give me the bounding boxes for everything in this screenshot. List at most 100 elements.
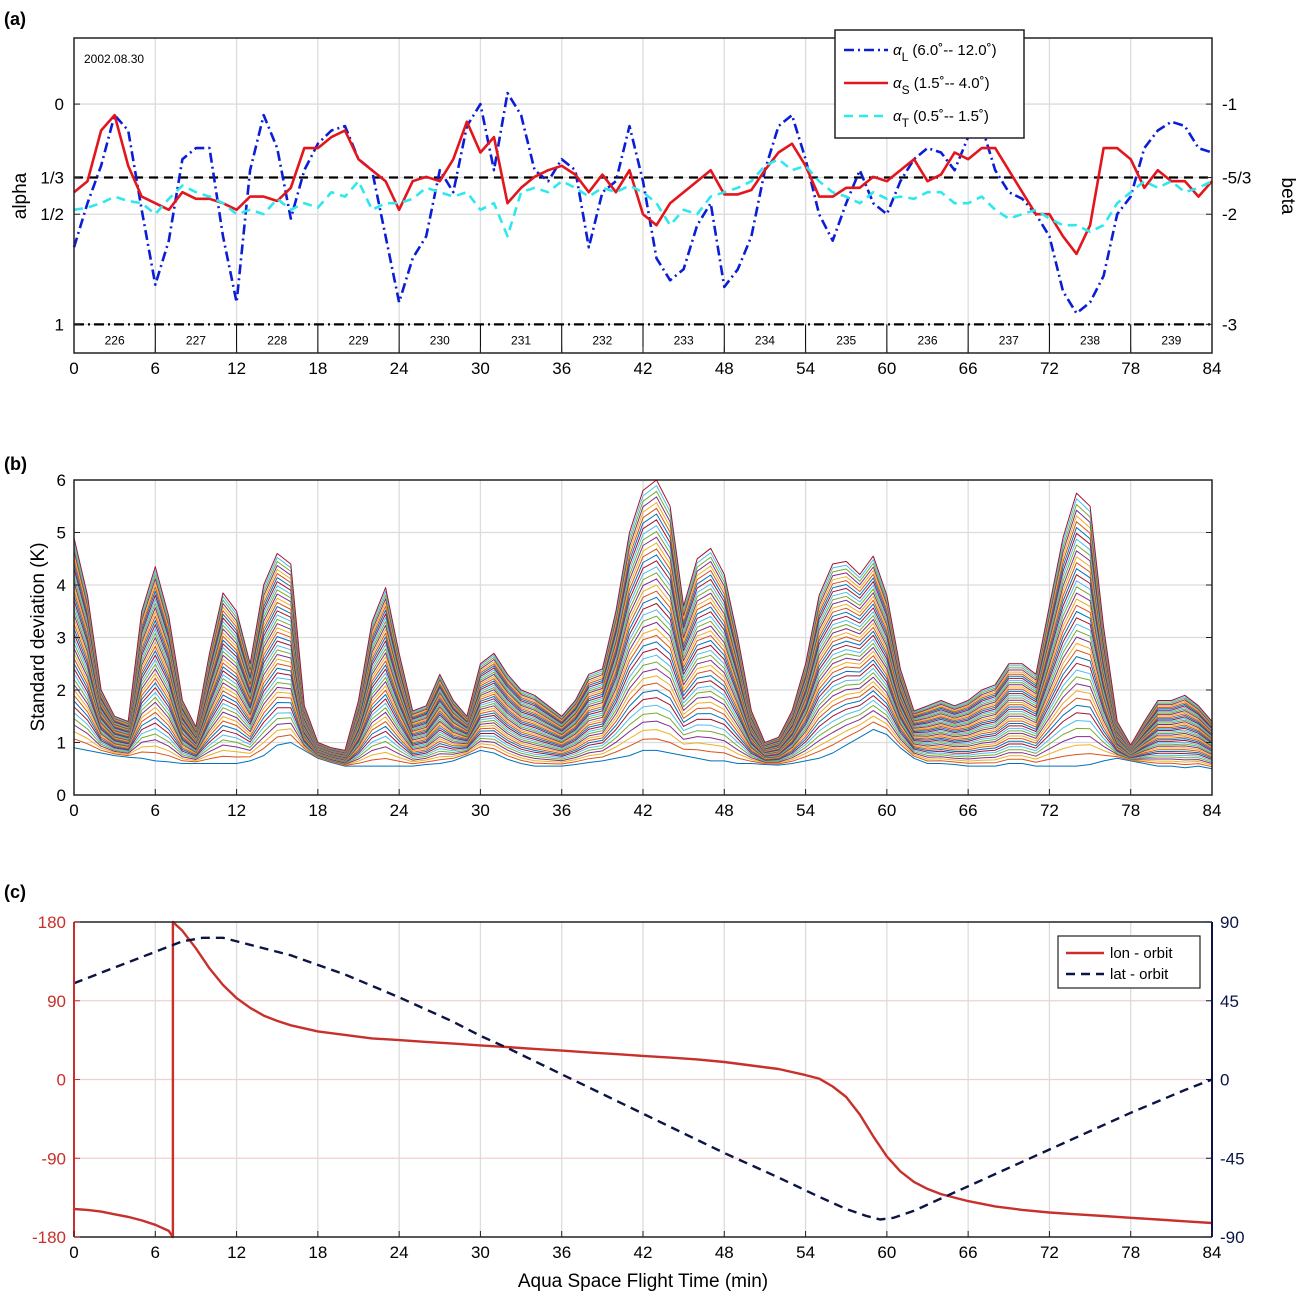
std-series-19 <box>73 609 1213 759</box>
alpha-tick-label: 1/3 <box>40 169 64 188</box>
legend-entry: lon - orbit <box>1110 945 1173 962</box>
legend-entry: αL (6.0˚-- 12.0˚) <box>893 42 997 64</box>
std-series-24 <box>73 578 1213 757</box>
panel-b-label: (b) <box>4 454 27 474</box>
orbit-label: 239 <box>1161 333 1181 347</box>
alpha-series-1 <box>73 113 1213 256</box>
b-x-tick-label: 30 <box>471 801 490 820</box>
c-x-tick-label: 78 <box>1121 1243 1140 1262</box>
std-series-0 <box>73 728 1213 770</box>
lat-tick-label: -45 <box>1220 1149 1245 1168</box>
lon-tick-label: -180 <box>32 1228 66 1247</box>
std-series-27 <box>73 560 1213 756</box>
std-tick-label: 2 <box>57 681 66 700</box>
std-series-20 <box>73 603 1213 759</box>
c-x-tick-label: 54 <box>796 1243 815 1262</box>
a-x-tick-label: 30 <box>471 359 490 378</box>
a-x-tick-label: 6 <box>151 359 160 378</box>
std-tick-label: 5 <box>57 524 66 543</box>
lon-tick-label: 180 <box>38 913 66 932</box>
std-series-5 <box>73 699 1213 764</box>
b-x-tick-label: 0 <box>69 801 78 820</box>
lon-tick-label: 0 <box>57 1071 66 1090</box>
b-x-tick-label: 42 <box>634 801 653 820</box>
std-series-41 <box>73 479 1213 751</box>
lon-tick-label: 90 <box>47 992 66 1011</box>
std-series-1 <box>73 721 1213 768</box>
beta-tick-label: -1 <box>1222 95 1237 114</box>
b-x-tick-label: 60 <box>877 801 896 820</box>
c-x-tick-label: 72 <box>1040 1243 1059 1262</box>
beta-tick-label: -5/3 <box>1222 169 1251 188</box>
c-x-tick-label: 30 <box>471 1243 490 1262</box>
std-tick-label: 4 <box>57 576 66 595</box>
std-series-33 <box>73 525 1213 754</box>
legend-entry: αS (1.5˚-- 4.0˚) <box>893 75 990 97</box>
lon-orbit-line <box>73 920 1213 1239</box>
panel-a: (a) 226 227 228 229 230 231 232 233 234 235 236 237… <box>4 9 1298 378</box>
std-series-16 <box>73 628 1213 760</box>
std-series-9 <box>73 675 1213 763</box>
std-series-30 <box>73 542 1213 755</box>
a-x-tick-label: 60 <box>877 359 896 378</box>
panel-a-label: (a) <box>4 9 26 29</box>
orbit-label: 236 <box>917 333 937 347</box>
std-series-10 <box>73 668 1213 762</box>
b-x-tick-label: 18 <box>308 801 327 820</box>
a-x-tick-label: 18 <box>308 359 327 378</box>
b-x-tick-label: 72 <box>1040 801 1059 820</box>
orbit-label: 229 <box>348 333 368 347</box>
orbit-label: 231 <box>511 333 531 347</box>
std-series-8 <box>73 682 1213 763</box>
std-tick-label: 0 <box>57 786 66 805</box>
b-x-tick-label: 78 <box>1121 801 1140 820</box>
a-x-tick-label: 24 <box>390 359 409 378</box>
a-x-tick-label: 72 <box>1040 359 1059 378</box>
b-x-tick-label: 54 <box>796 801 815 820</box>
std-series-37 <box>73 502 1213 753</box>
alpha-series-0 <box>72 91 1213 315</box>
orbit-label: 237 <box>999 333 1019 347</box>
alpha-tick-label: 1 <box>55 315 64 334</box>
std-series-31 <box>73 536 1213 755</box>
std-series-12 <box>73 654 1213 762</box>
c-x-tick-label: 42 <box>634 1243 653 1262</box>
std-series-34 <box>73 519 1213 754</box>
alpha-axis-label: alpha <box>10 172 31 219</box>
lon-tick-label: -90 <box>41 1149 66 1168</box>
c-x-tick-label: 66 <box>959 1243 978 1262</box>
std-axis-label: Standard deviation (K) <box>28 542 49 731</box>
c-x-tick-label: 36 <box>552 1243 571 1262</box>
c-x-tick-label: 24 <box>390 1243 409 1262</box>
b-x-tick-label: 24 <box>390 801 409 820</box>
orbit-label: 228 <box>267 333 287 347</box>
b-x-tick-label: 36 <box>552 801 571 820</box>
x-axis-title: Aqua Space Flight Time (min) <box>518 1271 768 1292</box>
a-x-tick-label: 78 <box>1121 359 1140 378</box>
std-series-3 <box>73 710 1213 765</box>
b-x-tick-label: 6 <box>151 801 160 820</box>
b-x-tick-label: 48 <box>715 801 734 820</box>
c-x-tick-label: 84 <box>1203 1243 1222 1262</box>
alpha-tick-label: 0 <box>55 95 64 114</box>
std-series-29 <box>73 548 1213 755</box>
std-series-14 <box>73 641 1213 761</box>
a-x-tick-label: 48 <box>715 359 734 378</box>
panel-c: (c) 0 6 12 18 24 30 36 42 48 54 60 66 72 78 84 180 90 0 -9… <box>4 882 1245 1292</box>
orbit-label: 232 <box>592 333 612 347</box>
std-series-23 <box>73 584 1213 757</box>
orbit-label: 233 <box>674 333 694 347</box>
orbit-label: 230 <box>430 333 450 347</box>
c-x-tick-label: 0 <box>69 1243 78 1262</box>
orbit-label: 227 <box>186 333 206 347</box>
std-series-26 <box>73 566 1213 756</box>
orbit-label: 226 <box>105 333 125 347</box>
std-series-17 <box>73 621 1213 760</box>
std-series-2 <box>73 715 1213 766</box>
std-series-38 <box>73 496 1213 752</box>
orbit-label: 238 <box>1080 333 1100 347</box>
std-series-11 <box>73 661 1213 762</box>
beta-tick-label: -2 <box>1222 205 1237 224</box>
a-x-tick-label: 36 <box>552 359 571 378</box>
std-series-36 <box>73 507 1213 753</box>
